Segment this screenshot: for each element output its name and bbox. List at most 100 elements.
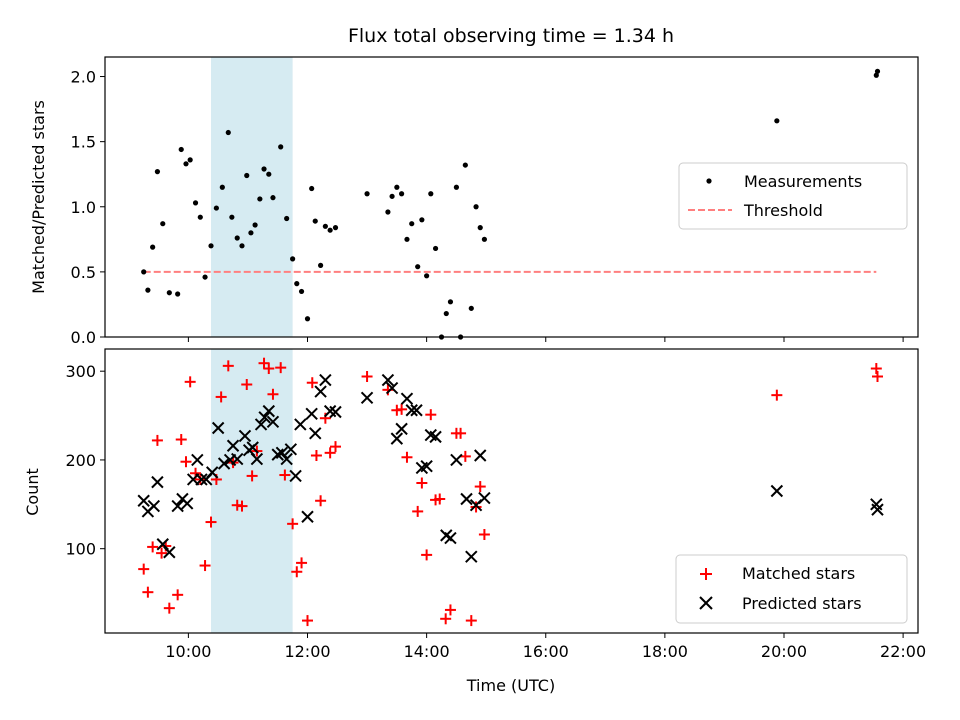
top-shaded-span: [211, 57, 293, 337]
matched-star-point: [382, 384, 394, 396]
measurement-point: [415, 264, 421, 270]
measurement-point: [154, 169, 161, 175]
measurement-point: [150, 244, 156, 250]
measurement-point: [187, 157, 193, 163]
predicted-star-point: [163, 546, 176, 559]
matched-star-point: [184, 376, 196, 388]
matched-star-point: [324, 447, 336, 459]
matched-star-point: [401, 451, 413, 463]
matched-star-point: [236, 500, 248, 512]
predicted-star-point: [258, 411, 271, 424]
measurement-point: [219, 184, 225, 190]
measurement-point: [166, 290, 172, 296]
measurement-point: [290, 256, 296, 262]
measurement-point: [322, 223, 328, 229]
measurement-point: [197, 214, 203, 220]
measurement-point: [141, 269, 147, 275]
predicted-star-point: [180, 497, 194, 510]
matched-star-point: [151, 434, 163, 446]
measurement-point: [385, 209, 391, 215]
measurement-point: [873, 72, 879, 78]
predicted-star-point: [444, 531, 457, 545]
predicted-star-point: [226, 439, 240, 452]
measurement-point: [225, 129, 231, 136]
predicted-star-point: [420, 459, 433, 473]
measurement-point: [239, 243, 245, 249]
measurement-point: [332, 225, 339, 231]
measurement-point: [419, 217, 425, 223]
predicted-star-point: [400, 392, 414, 405]
predicted-star-point: [191, 453, 204, 467]
predicted-star-point: [319, 373, 332, 387]
measurement-point: [234, 235, 240, 241]
measurement-point: [443, 310, 449, 317]
measurement-point: [145, 287, 151, 293]
predicted-star-point: [410, 404, 423, 417]
matched-star-point: [319, 412, 331, 424]
matched-star-point: [302, 615, 314, 627]
predicted-star-point: [465, 550, 478, 563]
matched-star-point: [275, 362, 287, 374]
matched-star-point: [310, 450, 322, 461]
predicted-star-point: [238, 429, 252, 443]
matched-star-point: [287, 518, 299, 530]
predicted-star-point: [250, 452, 264, 466]
top-ytick-label: 0.0: [71, 328, 96, 347]
measurement-point: [213, 205, 219, 211]
measurement-point: [266, 171, 272, 177]
predicted-star-point: [156, 538, 169, 551]
predicted-star-point: [284, 443, 298, 456]
measurement-point: [175, 291, 181, 297]
top-ytick-label: 2.0: [71, 68, 96, 87]
matched-star-point: [470, 501, 482, 513]
predicted-star-point: [450, 453, 463, 467]
predicted-star-point: [360, 391, 374, 405]
top-legend: Measurements Threshold: [678, 162, 908, 230]
predicted-star-point: [280, 452, 293, 466]
measurement-point: [304, 316, 311, 322]
measurement-point: [244, 172, 250, 179]
top-ytick-label: 0.5: [71, 263, 96, 282]
matched-star-point: [421, 549, 433, 561]
predicted-star-point: [301, 510, 314, 523]
measurement-point: [178, 146, 184, 153]
legend-label-predicted: Predicted stars: [742, 594, 862, 613]
matched-star-point: [455, 427, 467, 439]
measurement-point: [473, 204, 479, 210]
legend-marker-measurements: [706, 178, 712, 184]
figure-title: Flux total observing time = 1.34 h: [348, 25, 674, 47]
matched-star-point: [258, 357, 270, 369]
legend-label-measurements: Measurements: [744, 172, 862, 191]
matched-star-point: [465, 615, 477, 627]
predicted-star-point: [395, 422, 408, 436]
matched-star-point: [246, 470, 258, 482]
matched-star-point: [267, 388, 279, 400]
predicted-star-point: [390, 432, 404, 445]
matched-star-point: [870, 363, 882, 375]
matched-star-point: [459, 450, 471, 462]
predicted-star-point: [231, 452, 244, 466]
measurement-point: [477, 225, 483, 231]
xtick-label: 10:00: [165, 642, 211, 661]
x-axis-label: Time (UTC): [466, 676, 555, 695]
predicted-star-point: [206, 466, 219, 479]
predicted-star-point: [246, 441, 259, 454]
measurement-point: [261, 166, 267, 172]
predicted-star-point: [385, 381, 399, 395]
predicted-star-point: [429, 430, 442, 444]
measurement-point: [309, 185, 315, 192]
matched-star-point: [361, 371, 373, 383]
matched-star-point: [142, 586, 154, 598]
top-y-axis-label: Matched/Predicted stars: [29, 100, 48, 294]
predicted-star-point: [405, 404, 418, 417]
matched-star-point: [396, 403, 408, 415]
measurement-point: [257, 196, 263, 202]
bottom-panel: 100 200 300 10:00 12:00 14:00 16:00 18:00 20:00…: [23, 348, 926, 695]
measurement-point: [453, 184, 460, 190]
xtick-label: 18:00: [642, 642, 688, 661]
measurement-point: [160, 221, 166, 227]
measurement-point: [774, 118, 780, 124]
measurement-point: [192, 200, 199, 206]
matched-star-point: [434, 493, 446, 505]
